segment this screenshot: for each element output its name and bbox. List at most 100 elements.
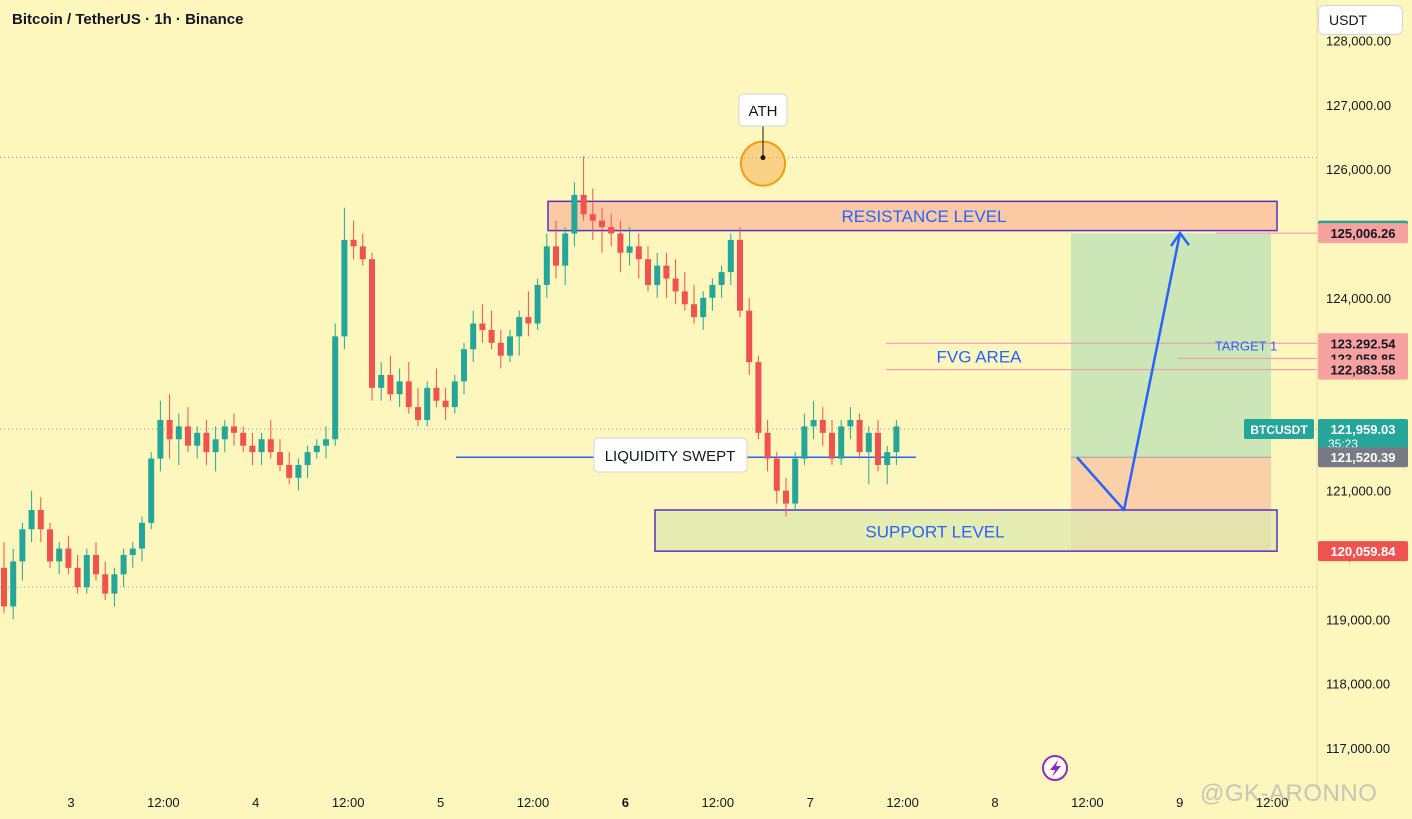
candle-body (856, 419, 863, 453)
x-tick-label: 8 (991, 795, 998, 810)
candle-body (479, 323, 486, 330)
candle-body (267, 439, 274, 453)
y-tick-label: 127,000.00 (1326, 98, 1391, 113)
candle-body (332, 336, 339, 440)
candle-body (47, 529, 53, 562)
candle-body (111, 574, 118, 594)
candle-body (691, 304, 697, 318)
liquidity-label: LIQUIDITY SWEPT (605, 448, 736, 465)
price-label-bg (1318, 223, 1408, 244)
candle-body (194, 432, 201, 446)
candle-body (543, 246, 550, 285)
candle-body (341, 239, 348, 337)
candle-body (589, 214, 596, 221)
price-axis-bg (1317, 0, 1412, 819)
x-tick-label: 5 (437, 795, 444, 810)
x-tick-label: 12:00 (517, 795, 550, 810)
candle-body (120, 555, 127, 575)
candle-body (525, 317, 532, 324)
candle-body (819, 419, 826, 433)
x-tick-label: 6 (622, 795, 629, 810)
candle-body (672, 278, 679, 292)
price-label-bg (1318, 447, 1408, 468)
candle-body (442, 400, 449, 408)
currency-button[interactable]: USDT (1318, 5, 1403, 35)
candle-body (240, 432, 247, 446)
candle-body (102, 574, 109, 594)
candle-body (681, 291, 688, 305)
candle-body (773, 458, 780, 491)
candle-body (635, 246, 642, 260)
candle-body (148, 458, 155, 523)
symbol-tag-bg (1244, 419, 1314, 440)
candle-body (304, 452, 311, 465)
x-tick-label: 9 (1176, 795, 1183, 810)
price-label-text: 123,292.54 (1330, 336, 1396, 351)
price-label-text: 120,059.84 (1330, 544, 1396, 559)
candle-body (212, 439, 219, 453)
y-tick-label: 117,000.00 (1326, 741, 1390, 756)
candle-body (654, 265, 661, 285)
candle-body (663, 265, 670, 279)
candle-body (175, 426, 182, 440)
symbol-tag-text: BTCUSDT (1250, 423, 1308, 437)
candle-body (497, 342, 504, 356)
price-label-text: 122,883.58 (1330, 363, 1395, 378)
candle-body (534, 284, 541, 324)
target1-label: TARGET 1 (1215, 338, 1277, 353)
candle-body (488, 329, 495, 343)
price-label-bg (1318, 359, 1408, 380)
y-tick-label: 128,000.00 (1326, 34, 1391, 49)
candle-body (10, 561, 17, 607)
x-tick-label: 4 (252, 795, 259, 810)
candle-body (231, 426, 237, 433)
lightning-glyph (1050, 760, 1061, 777)
target-zone (1071, 233, 1271, 458)
candle-body (755, 362, 762, 433)
candle-body (884, 452, 891, 465)
x-tick-label: 12:00 (1071, 795, 1104, 810)
resistance-zone (547, 200, 1278, 232)
watermark-text: @GK-ARONNO (1200, 780, 1378, 807)
candle-body (19, 529, 26, 562)
candle-body (185, 426, 191, 446)
candle-body (350, 239, 357, 247)
x-tick-label: 12:00 (1256, 795, 1289, 810)
candle-body (415, 407, 421, 420)
support-zone (654, 509, 1278, 552)
candle-body (847, 419, 854, 427)
candle-body (65, 548, 72, 568)
x-tick-label: 12:00 (147, 795, 180, 810)
candle-body (470, 323, 477, 350)
candle-body (83, 555, 90, 588)
candle-body (645, 259, 651, 285)
x-tick-label: 7 (807, 795, 814, 810)
candle-body (258, 439, 265, 453)
y-tick-label: 121,000.00 (1326, 484, 1391, 499)
candle-body (387, 374, 394, 395)
candle-body (1, 567, 7, 607)
candle-body (792, 458, 799, 504)
candle-body (56, 548, 63, 562)
y-tick-label: 126,000.00 (1326, 162, 1391, 177)
x-tick-label: 12:00 (886, 795, 919, 810)
candle-body (700, 297, 707, 318)
candle-body (424, 387, 431, 420)
candle-body (203, 432, 210, 453)
candle-body (829, 432, 835, 459)
support-label: SUPPORT LEVEL (865, 523, 1004, 542)
candle-body (323, 439, 329, 446)
candle-body (378, 374, 385, 388)
candle-body (875, 432, 881, 465)
candle-body (865, 432, 872, 453)
candle-body (553, 246, 559, 266)
price-label-text: 121,959.03 (1330, 422, 1395, 437)
candle-body (166, 419, 173, 440)
candle-body (93, 555, 99, 575)
candle-body (516, 317, 523, 337)
symbol-title: Bitcoin / TetherUS · 1h · Binance (12, 11, 244, 28)
candle-body (718, 272, 725, 285)
candle-body (764, 432, 771, 459)
